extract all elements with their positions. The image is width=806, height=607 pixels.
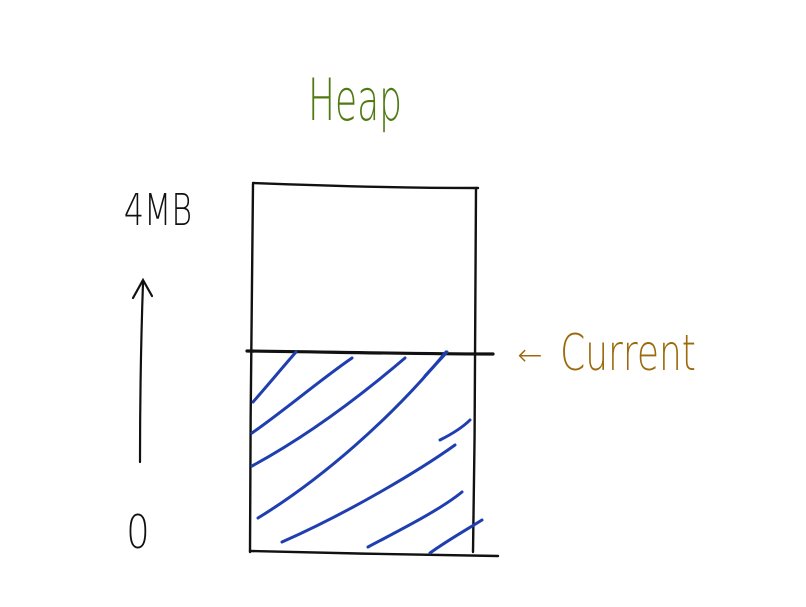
hatch-stroke (428, 518, 484, 555)
hatch-stroke (256, 350, 448, 520)
pointer-arrow: ← (517, 338, 542, 373)
hatch-stroke (280, 443, 457, 544)
min-label: 0 (126, 505, 149, 559)
current-label: Current (560, 325, 696, 382)
heap-box (248, 181, 500, 558)
growth-arrow (131, 277, 154, 464)
hatch-stroke (366, 490, 464, 549)
hatch-stroke (423, 350, 449, 378)
hatch-stroke (438, 418, 472, 442)
current-line (245, 349, 495, 356)
max-label: 4MB (124, 185, 192, 237)
heap-title: Heap (308, 67, 402, 134)
hatch-stroke (250, 356, 407, 468)
hatch-stroke (251, 350, 298, 404)
hatch-stroke (250, 356, 354, 435)
used-region-hatch (250, 350, 484, 555)
